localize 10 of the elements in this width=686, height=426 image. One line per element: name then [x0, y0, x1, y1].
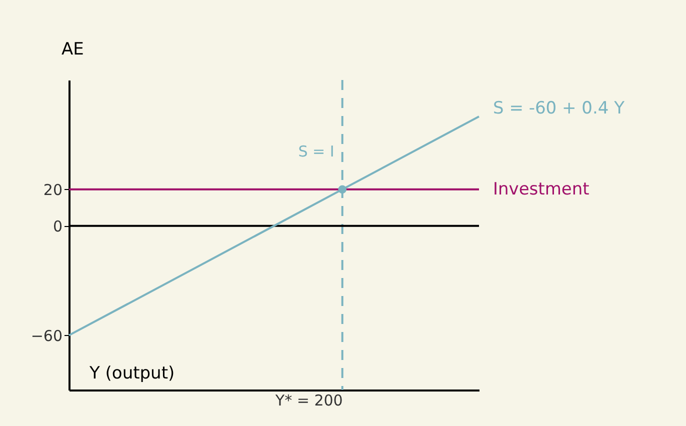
y-tick-label: 0: [52, 217, 62, 236]
x-tick-label: Y* = 200: [274, 392, 343, 410]
y-tick-label: −60: [30, 326, 62, 345]
y-tick-label: 20: [43, 180, 62, 199]
annotation: S = I: [298, 142, 334, 160]
series-label: S = -60 + 0.4 Y: [493, 98, 626, 118]
series-label: Investment: [493, 179, 590, 200]
line-series: [68, 115, 480, 336]
y-axis-title: AE: [62, 40, 84, 60]
x-axis-title: Y (output): [88, 364, 175, 384]
